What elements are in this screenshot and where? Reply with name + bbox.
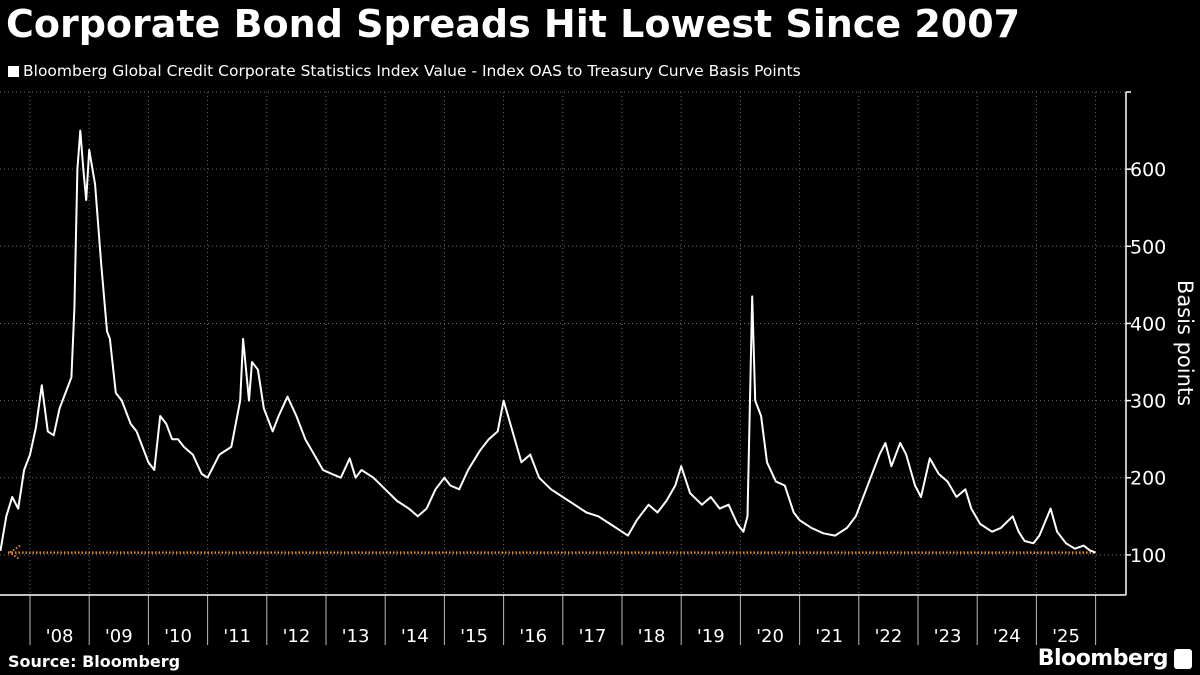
x-tick-label: '12 bbox=[282, 626, 310, 647]
y-tick-label: 300 bbox=[1130, 391, 1166, 413]
x-tick-label: '25 bbox=[1052, 626, 1080, 647]
x-tick-label: '10 bbox=[164, 626, 192, 647]
x-tick-label: '18 bbox=[638, 626, 666, 647]
legend-label: Bloomberg Global Credit Corporate Statis… bbox=[23, 62, 801, 80]
bloomberg-logo: Bloomberg bbox=[1038, 646, 1192, 671]
x-tick-label: '11 bbox=[223, 626, 251, 647]
y-tick-label: 400 bbox=[1130, 313, 1166, 335]
x-tick-label: '09 bbox=[105, 626, 133, 647]
x-tick-label: '14 bbox=[401, 626, 429, 647]
y-tick-label: 200 bbox=[1130, 468, 1166, 490]
legend-swatch bbox=[8, 65, 19, 77]
x-tick-label: '21 bbox=[815, 626, 843, 647]
x-tick-label: '23 bbox=[934, 626, 962, 647]
series-line-oas-spread bbox=[0, 129, 1096, 554]
legend: Bloomberg Global Credit Corporate Statis… bbox=[8, 62, 801, 80]
x-tick-label: '19 bbox=[697, 626, 725, 647]
x-tick-label: '20 bbox=[756, 626, 784, 647]
x-tick-label: '17 bbox=[578, 626, 606, 647]
x-tick-label: '15 bbox=[460, 626, 488, 647]
bloomberg-chart-icon bbox=[1174, 648, 1192, 669]
y-tick-label: 500 bbox=[1130, 236, 1166, 258]
chart-title: Corporate Bond Spreads Hit Lowest Since … bbox=[6, 2, 1021, 46]
y-axis-label: Basis points bbox=[1173, 280, 1197, 406]
x-tick-label: '22 bbox=[874, 626, 902, 647]
source-note: Source: Bloomberg bbox=[8, 652, 181, 671]
y-tick-label: 100 bbox=[1130, 545, 1166, 567]
x-tick-label: '16 bbox=[519, 626, 547, 647]
x-tick-label: '24 bbox=[993, 626, 1021, 647]
x-tick-label: '13 bbox=[342, 626, 370, 647]
x-tick-label: '08 bbox=[46, 626, 74, 647]
brand-text: Bloomberg bbox=[1037, 646, 1169, 671]
y-tick-label: 600 bbox=[1130, 159, 1166, 181]
reference-arrow-icon bbox=[8, 544, 21, 561]
